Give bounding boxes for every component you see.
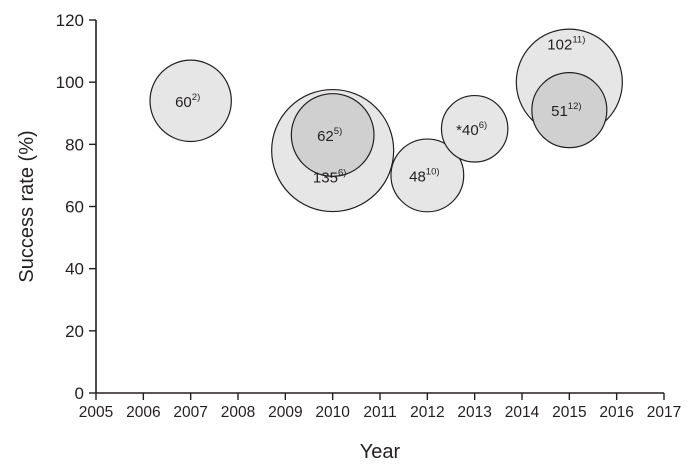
bubble-reference: 2) — [192, 92, 200, 103]
bubble-value: 60 — [175, 94, 192, 111]
bubble-value: 51 — [551, 103, 568, 120]
bubble-reference: 6) — [479, 120, 487, 131]
bubble — [290, 93, 375, 177]
bubble — [149, 59, 232, 143]
bubble-label: 5112) — [551, 101, 581, 120]
x-tick-label: 2012 — [410, 404, 444, 421]
bubble-value: *40 — [456, 122, 479, 139]
bubble-label: 1356) — [313, 167, 346, 186]
y-tick-label: 20 — [65, 322, 84, 341]
y-tick-label: 100 — [56, 73, 84, 92]
bubble-label: *406) — [456, 120, 487, 139]
ticks-layer: 0 20 40 60 80 100 120 2005 2006 2007 2008 2009 2010 2… — [56, 11, 682, 421]
bubble — [390, 138, 465, 213]
y-tick-label: 120 — [56, 11, 84, 30]
bubble-value: 62 — [317, 128, 334, 145]
bubble-label: 10211) — [547, 34, 585, 53]
x-tick-label: 2011 — [363, 404, 396, 421]
x-tick-label: 2008 — [221, 404, 255, 421]
y-tick-label: 80 — [65, 135, 84, 154]
y-tick-label: 0 — [75, 384, 84, 403]
y-tick-label: 60 — [65, 198, 84, 217]
y-axis-title: Success rate (%) — [16, 130, 38, 282]
bubble-value: 102 — [547, 36, 572, 53]
bubbles-layer — [149, 28, 623, 213]
bubble-label: 4810) — [409, 166, 439, 185]
y-tick-label: 40 — [65, 260, 84, 279]
bubble-label: 625) — [317, 126, 342, 145]
x-axis-title: Year — [360, 441, 401, 463]
x-tick-label: 2014 — [505, 404, 540, 421]
x-tick-label: 2006 — [126, 404, 160, 421]
x-tick-label: 2005 — [79, 404, 113, 421]
x-tick-label: 2010 — [315, 404, 350, 421]
bubble — [440, 94, 509, 163]
bubble — [531, 72, 608, 149]
bubble-value: 48 — [409, 168, 426, 185]
bubble-reference: 10) — [426, 166, 440, 177]
bubble-reference: 6) — [338, 167, 346, 178]
bubble-reference: 12) — [568, 101, 582, 112]
bubble-reference: 11) — [572, 34, 585, 45]
x-tick-label: 2015 — [552, 404, 586, 421]
x-tick-label: 2013 — [457, 404, 491, 421]
bubble-label: 602) — [175, 92, 200, 111]
bubble-reference: 5) — [334, 126, 342, 137]
bubble-value: 135 — [313, 169, 338, 186]
x-tick-label: 2009 — [268, 404, 302, 421]
x-tick-label: 2017 — [647, 404, 681, 421]
bubble-labels-layer: 602)1356)625)4810)*406)10211)5112) — [175, 34, 585, 186]
x-tick-label: 2007 — [173, 404, 207, 421]
x-tick-label: 2016 — [599, 404, 633, 421]
